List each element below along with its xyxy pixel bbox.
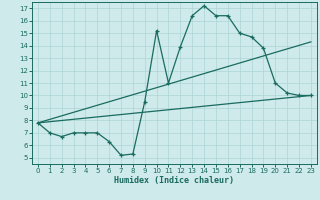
X-axis label: Humidex (Indice chaleur): Humidex (Indice chaleur) (115, 176, 234, 185)
